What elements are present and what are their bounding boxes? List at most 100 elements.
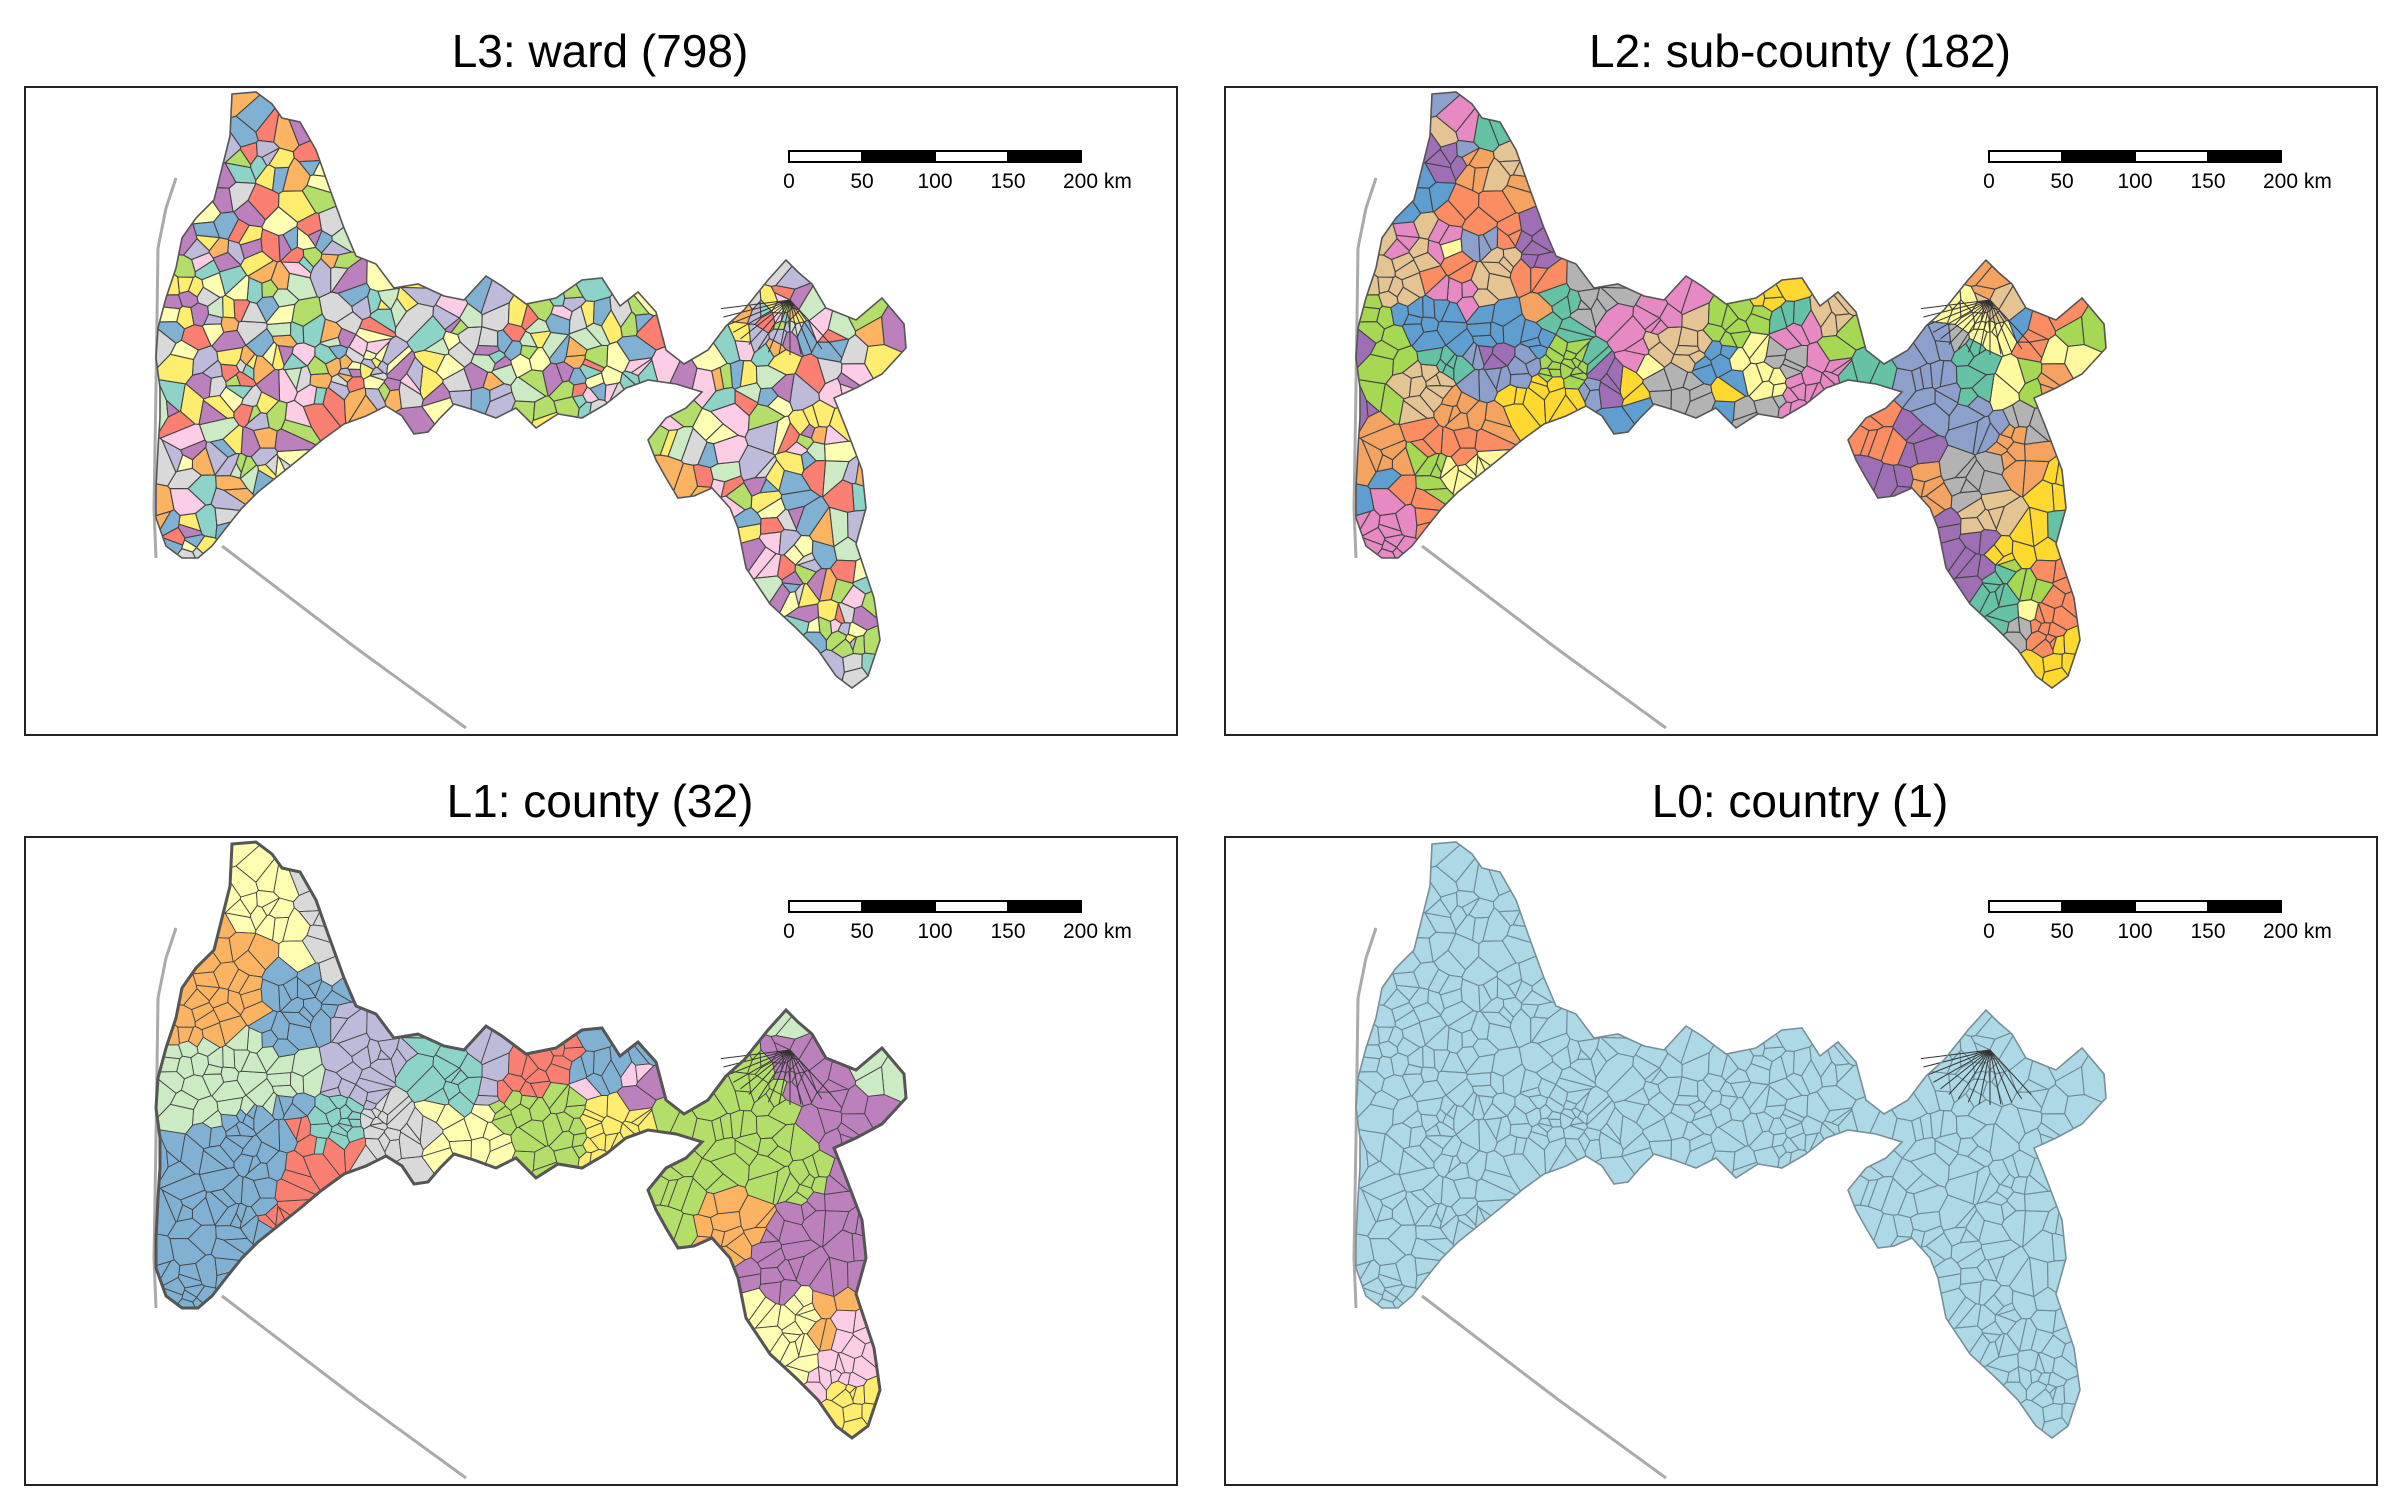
region-cell	[550, 1055, 573, 1071]
region-cell	[1477, 455, 1615, 647]
region-cell	[487, 349, 507, 365]
region-cell	[2039, 1133, 2099, 1165]
region-cell	[1356, 862, 1442, 914]
region-cell	[1814, 1162, 1870, 1209]
region-cell	[390, 1047, 408, 1079]
region-cell	[2064, 1093, 2106, 1176]
region-cell	[542, 537, 767, 688]
region-cell	[600, 1059, 623, 1095]
region-cell	[626, 485, 716, 607]
county-map	[152, 840, 908, 1480]
region-cell	[550, 305, 573, 321]
region-cell	[1753, 1146, 1780, 1199]
region-cell	[1356, 536, 1384, 596]
map-panel-county[interactable]: 0 50 100 150 200 km	[24, 836, 1178, 1486]
region-cell	[1537, 367, 1553, 377]
scale-bar-segment	[861, 900, 936, 913]
region-cell	[1558, 405, 1687, 688]
radial-line	[757, 299, 791, 350]
radial-line	[757, 1049, 791, 1100]
region-cell	[1632, 304, 1661, 331]
radial-line	[789, 299, 802, 355]
region-cell	[337, 367, 353, 377]
region-cell	[2037, 101, 2106, 332]
region-cell	[839, 383, 899, 415]
region-cell	[1800, 308, 1823, 345]
map-panel-sub-county[interactable]: 0 50 100 150 200 km	[1224, 86, 2378, 736]
region-cell	[1981, 1332, 2002, 1344]
region-cell	[778, 1279, 802, 1306]
region-cell	[1423, 898, 1452, 919]
radial-line	[733, 299, 791, 333]
region-cell	[1456, 1046, 1480, 1074]
region-cell	[1750, 305, 1773, 321]
region-cell	[1648, 389, 1673, 452]
region-cell	[1599, 286, 1646, 308]
region-cell	[2024, 1190, 2071, 1213]
radial-line	[1989, 299, 2013, 353]
region-cell	[1356, 353, 1395, 385]
region-cell	[1356, 946, 1398, 1006]
region-cell	[1356, 1103, 1395, 1135]
region-cell	[432, 1054, 461, 1081]
region-cell	[1558, 1155, 1687, 1438]
region-cell	[1359, 1276, 1386, 1296]
region-cell	[255, 139, 281, 158]
scale-bar-label: 50	[2050, 170, 2074, 193]
radial-line	[720, 299, 791, 310]
region-cell	[195, 234, 221, 252]
radial-line	[740, 1049, 791, 1090]
region-cell	[312, 842, 542, 937]
region-cell	[881, 1009, 906, 1109]
region-cell	[806, 1318, 828, 1352]
region-cell	[626, 1235, 716, 1357]
region-cell	[156, 152, 222, 225]
region-cell	[196, 1285, 315, 1403]
scale-bar-label: 150	[990, 920, 1026, 943]
region-cell	[2037, 1352, 2056, 1374]
scale-bar-segment	[1007, 900, 1082, 913]
region-cell	[190, 302, 210, 327]
region-cell	[1545, 1096, 1565, 1114]
boundary-line	[1352, 927, 1378, 1309]
radial-line	[789, 299, 813, 353]
region-cell	[277, 455, 415, 647]
region-cell	[1742, 1287, 1967, 1438]
map-panel-country[interactable]: 0 50 100 150 200 km	[1224, 836, 2378, 1486]
boundary-line	[1421, 544, 1667, 730]
region-cell	[600, 308, 623, 345]
region-cell	[864, 1094, 906, 1176]
region-cell	[390, 297, 408, 329]
radial-line	[723, 299, 791, 318]
region-cell	[1576, 1110, 1589, 1126]
region-cell	[2024, 440, 2071, 463]
region-cell	[239, 1094, 256, 1116]
region-cell	[1376, 454, 1394, 473]
region-cell	[2000, 450, 2017, 472]
region-cell	[1950, 1240, 1983, 1264]
region-cell	[1455, 368, 1481, 402]
region-cell	[488, 1099, 507, 1115]
region-cell	[824, 1190, 871, 1213]
region-cell	[469, 386, 491, 455]
region-cell	[432, 304, 461, 331]
region-cell	[1934, 1132, 1962, 1154]
region-cell	[1356, 112, 1442, 164]
region-cell	[386, 349, 416, 382]
region-cell	[1728, 346, 1752, 372]
land-outline	[1355, 841, 2107, 1439]
region-cell	[1599, 888, 1679, 1040]
scale-bar-segment	[1007, 150, 1082, 163]
region-cell	[469, 1136, 491, 1204]
region-cell	[201, 1073, 225, 1097]
region-cell	[247, 1010, 278, 1034]
region-cell	[1981, 582, 2002, 594]
land-outline	[154, 840, 908, 1440]
scale-bar-segment	[1988, 900, 2063, 913]
region-cell	[215, 513, 469, 688]
region-cell	[256, 1046, 280, 1074]
region-cell	[1447, 1009, 1479, 1034]
region-cell	[1496, 212, 1523, 237]
region-cell	[276, 1198, 375, 1277]
map-panel-ward[interactable]: 0 50 100 150 200 km	[24, 86, 1178, 736]
